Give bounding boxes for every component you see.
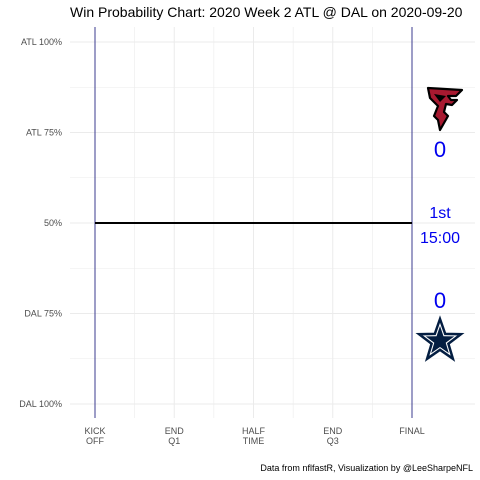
x-tick-label: FINAL	[399, 426, 425, 436]
home-score: 0	[434, 288, 446, 313]
chart-title: Win Probability Chart: 2020 Week 2 ATL @…	[70, 4, 463, 20]
y-tick-label: ATL 75%	[26, 128, 62, 138]
y-tick-label: DAL 100%	[19, 399, 62, 409]
chart-caption: Data from nflfastR, Visualization by @Le…	[260, 463, 473, 473]
y-tick-label: 50%	[44, 218, 62, 228]
x-tick-label: HALF TIME	[242, 426, 266, 446]
x-tick-label: END Q3	[323, 426, 343, 446]
y-axis-ticks: ATL 100% ATL 75% 50% DAL 75% DAL 100%	[19, 37, 62, 409]
dallas-cowboys-star-icon	[415, 315, 465, 362]
y-tick-label: DAL 75%	[24, 309, 62, 319]
atlanta-falcons-logo-icon	[426, 86, 464, 132]
game-period: 1st	[429, 205, 451, 222]
x-tick-label: KICK OFF	[84, 426, 105, 446]
game-clock: 15:00	[420, 230, 460, 247]
y-tick-label: ATL 100%	[21, 37, 62, 47]
x-tick-label: END Q1	[165, 426, 185, 446]
x-axis-ticks: KICK OFF END Q1 HALF TIME END Q3 FINAL	[84, 426, 424, 446]
away-score: 0	[434, 137, 446, 162]
